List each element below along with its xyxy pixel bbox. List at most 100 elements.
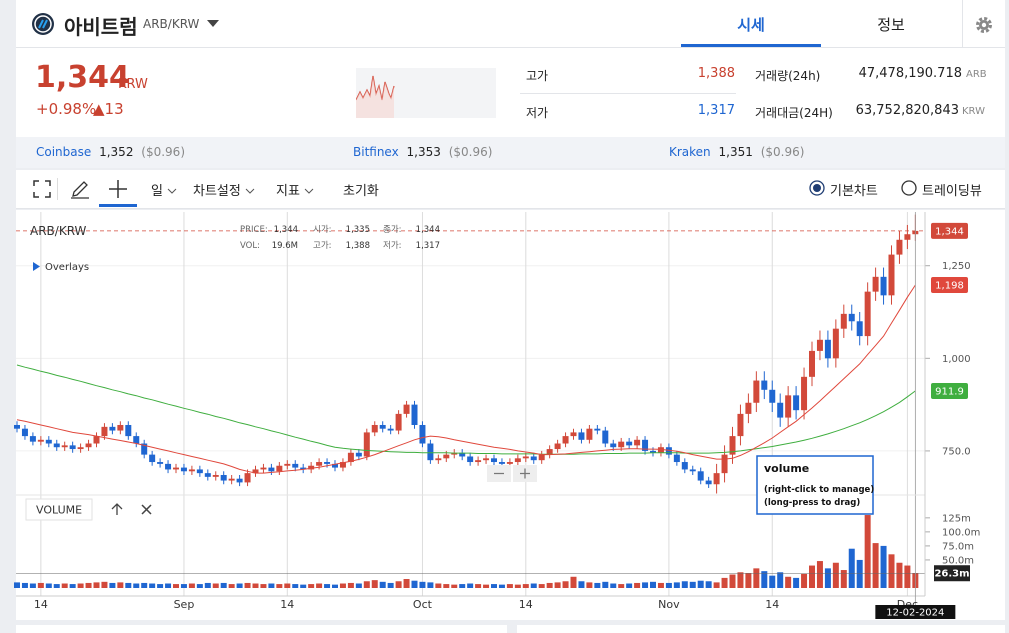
volume-bar	[443, 584, 450, 588]
candle-body	[220, 474, 227, 481]
candle-body	[69, 445, 76, 450]
toolbar	[16, 170, 1005, 209]
chart: 750.0 1,000 1,250 50.0m 75.0m 100.0m 125m 14 Sep…	[14, 210, 1005, 620]
candle-body	[379, 424, 386, 429]
view-option[interactable]: 트레이딩뷰	[922, 184, 982, 199]
chart-background	[16, 210, 1005, 620]
volume-bar	[204, 582, 211, 588]
volume-bar	[761, 571, 768, 588]
move-up-button[interactable]	[111, 503, 123, 515]
value-tag-label: 911.9	[935, 386, 964, 397]
tooltip-title: volume	[764, 462, 809, 475]
ma-line	[16, 364, 916, 455]
fullscreen-button[interactable]	[33, 180, 51, 198]
volume-bar	[475, 584, 482, 588]
close-button[interactable]	[141, 504, 152, 515]
volume-bar	[801, 573, 808, 588]
candle-body	[681, 462, 688, 470]
candle-body	[387, 428, 394, 431]
candle-body	[109, 426, 116, 431]
menu-label: 차트설정	[193, 184, 241, 199]
volume-bar	[785, 576, 792, 588]
x-tick-label: Oct	[413, 598, 433, 611]
volume-bar	[188, 583, 195, 588]
volume-bar	[173, 584, 179, 588]
reset-button[interactable]: 초기화	[343, 184, 379, 199]
volume-bar	[721, 577, 728, 588]
candle-body	[443, 454, 450, 459]
logo	[32, 13, 54, 35]
volume-bar	[363, 581, 370, 588]
candle-body	[498, 462, 505, 464]
volume-bar	[610, 583, 617, 588]
volume-bar	[339, 583, 346, 588]
candle-body	[618, 441, 625, 448]
volume-bar	[141, 582, 148, 588]
candle-body	[888, 254, 895, 296]
volume-bar	[29, 583, 36, 588]
candle-body	[554, 443, 561, 450]
candle-body	[745, 402, 752, 414]
candle-body	[737, 413, 744, 437]
exchange-name[interactable]: Bitfinex	[353, 145, 399, 159]
radio-selected[interactable]	[809, 180, 825, 196]
candle-body	[713, 473, 720, 485]
candle-body	[125, 424, 132, 437]
candle-body	[93, 436, 100, 444]
candle-body	[705, 480, 712, 485]
price-unit: KRW	[118, 77, 148, 92]
exchange-name[interactable]: Kraken	[669, 145, 711, 159]
chevron	[167, 188, 177, 194]
menu[interactable]: 일	[151, 180, 177, 199]
volume-bar	[745, 573, 752, 588]
info-value: 1,335	[346, 225, 370, 235]
price-tag-label: 1,344	[935, 226, 964, 237]
candle-body	[157, 462, 164, 464]
candle-body	[141, 443, 148, 455]
settings-icon[interactable]	[974, 15, 994, 35]
candle-body	[292, 463, 299, 468]
candle-body	[268, 467, 275, 472]
tab[interactable]: 시세	[737, 16, 765, 34]
volume-bar	[300, 584, 307, 588]
crosshair-button[interactable]	[99, 176, 137, 207]
volume-bar	[85, 582, 92, 588]
zoom-controls	[487, 465, 537, 482]
stat-label: 거래대금(24H)	[755, 106, 833, 120]
stat-label: 거래량(24h)	[755, 69, 821, 83]
draw-button[interactable]	[70, 179, 90, 199]
candle-body	[435, 458, 442, 461]
stat-value: 1,388	[697, 66, 735, 81]
overlays-arrow[interactable]	[33, 262, 40, 271]
candle-body	[753, 380, 760, 403]
view-option[interactable]: 기본차트	[830, 184, 878, 199]
menu[interactable]: 차트설정	[193, 180, 255, 199]
candle-body	[363, 432, 370, 457]
divider	[962, 0, 963, 47]
tab[interactable]: 정보	[877, 16, 905, 34]
dropdown[interactable]	[206, 19, 220, 28]
candle-body	[880, 276, 887, 296]
volume-bar	[840, 570, 847, 588]
candle-body	[85, 443, 92, 448]
candle-body	[252, 469, 259, 474]
overlays-label[interactable]: Overlays	[45, 262, 89, 273]
candle-body	[411, 404, 418, 425]
candle-body	[236, 478, 243, 483]
candle-body	[300, 467, 307, 470]
volume-bar	[578, 581, 585, 588]
exchange-name[interactable]: Coinbase	[36, 145, 92, 159]
volume-bar	[697, 580, 704, 588]
menu[interactable]: 지표	[276, 180, 314, 199]
candle-body	[816, 339, 823, 351]
volume-bar	[856, 559, 863, 588]
candle-body	[848, 313, 855, 322]
candle-body	[188, 469, 195, 472]
info-key: PRICE:	[240, 225, 268, 235]
candle-body	[602, 430, 609, 444]
candle-body	[403, 404, 410, 414]
candle-body	[729, 436, 736, 455]
radio[interactable]	[901, 180, 917, 196]
stat-unit: KRW	[962, 106, 985, 117]
volume-bar	[292, 584, 299, 588]
